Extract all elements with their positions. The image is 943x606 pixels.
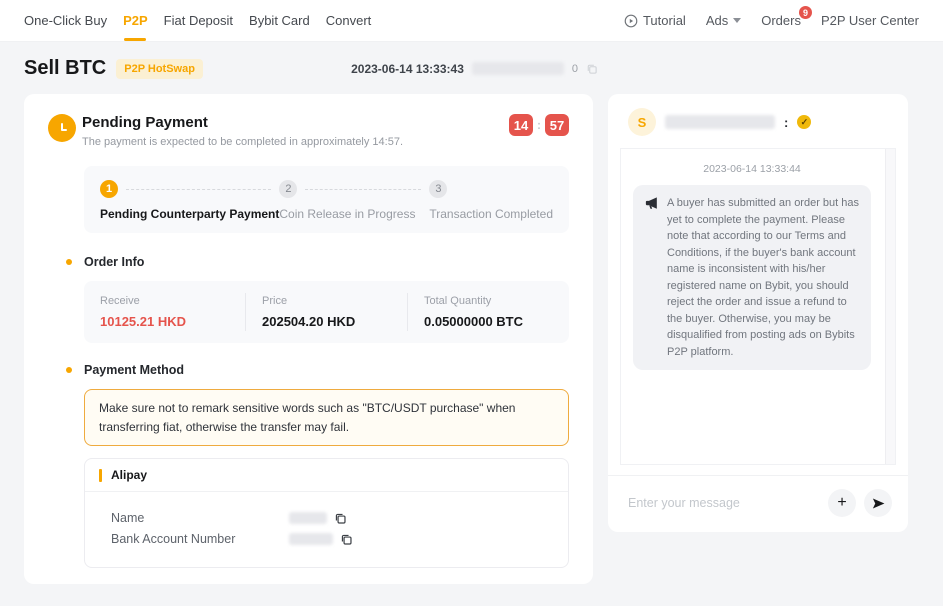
attach-plus-button[interactable]: + — [828, 489, 856, 517]
copy-name-icon[interactable] — [334, 512, 347, 525]
order-created-time: 2023-06-14 13:33:43 — [351, 61, 464, 76]
system-message-text: A buyer has submitted an order but has y… — [667, 197, 860, 358]
step-3-circle: 3 — [429, 180, 448, 198]
nav-tab-p2p[interactable]: P2P — [123, 0, 148, 41]
order-info-box: Receive 10125.21 HKD Price 202504.20 HKD… — [84, 281, 569, 343]
total-quantity-label: Total Quantity — [424, 295, 492, 307]
payment-method-name: Alipay — [111, 468, 148, 483]
step-transaction-completed: 3 Transaction Completed — [429, 180, 553, 221]
chat-panel: S : ✓ 2023-06-14 13:33:44 A buyer has su… — [608, 94, 908, 532]
gold-bullet-icon — [66, 259, 72, 265]
play-circle-icon — [624, 14, 638, 28]
step-3-label: Transaction Completed — [429, 207, 553, 221]
copy-bank-account-icon[interactable] — [340, 533, 353, 546]
order-meta: 2023-06-14 13:33:43 0 — [351, 62, 598, 76]
step-connector — [305, 188, 422, 190]
counterparty-name-suffix: : — [784, 114, 789, 130]
price-value: 202504.20 HKD — [262, 314, 356, 329]
chat-input-row: + — [608, 475, 908, 532]
chat-scrollbar[interactable] — [885, 149, 895, 464]
countdown-timer: 14 : 57 — [509, 114, 569, 136]
send-message-button[interactable] — [864, 489, 892, 517]
total-quantity-value: 0.05000000 BTC — [424, 314, 524, 329]
gold-bullet-icon — [66, 367, 72, 373]
counterparty-name-redacted — [665, 115, 775, 129]
payment-field-row: Name — [111, 511, 554, 525]
pending-clock-icon — [48, 114, 76, 142]
order-info-price: Price 202504.20 HKD — [245, 293, 407, 331]
content-columns: Pending Payment The payment is expected … — [0, 94, 943, 584]
system-message-bubble: A buyer has submitted an order but has y… — [633, 185, 871, 370]
timer-minutes: 14 — [509, 114, 533, 136]
step-1-label: Pending Counterparty Payment — [100, 207, 280, 221]
remark-warning-text: Make sure not to remark sensitive words … — [99, 401, 516, 434]
order-number-redacted — [471, 62, 564, 75]
payment-method-heading: Payment Method — [84, 363, 185, 377]
alipay-payment-box: Alipay Name Bank Account Number — [84, 458, 569, 569]
timer-colon: : — [537, 118, 541, 132]
tutorial-label: Tutorial — [642, 13, 686, 28]
orders-link[interactable]: Orders 9 — [761, 6, 812, 28]
bank-account-number-label: Bank Account Number — [111, 532, 236, 547]
step-coin-release: 2 Coin Release in Progress — [279, 180, 429, 221]
remark-warning-box: Make sure not to remark sensitive words … — [84, 389, 569, 447]
ads-label: Ads — [705, 13, 729, 28]
order-panel: Pending Payment The payment is expected … — [24, 94, 593, 584]
alipay-details: Name Bank Account Number — [85, 492, 568, 567]
user-center-label: P2P User Center — [820, 13, 919, 28]
page-header: Sell BTC P2P HotSwap 2023-06-14 13:33:43… — [0, 42, 943, 94]
status-subtitle: The payment is expected to be completed … — [82, 136, 404, 148]
orders-label: Orders — [761, 13, 801, 28]
megaphone-icon — [645, 196, 659, 360]
chevron-down-icon — [733, 18, 742, 23]
order-progress-steps: 1 Pending Counterparty Payment 2 Coin Re… — [84, 166, 569, 233]
order-info-heading: Order Info — [84, 255, 145, 269]
payment-method-heading-row: Payment Method — [48, 363, 569, 377]
payment-field-row: Bank Account Number — [111, 532, 554, 546]
gold-accent-bar — [99, 468, 102, 482]
order-info-heading-row: Order Info — [66, 255, 569, 269]
chat-message-area: 2023-06-14 13:33:44 A buyer has submitte… — [620, 148, 896, 465]
receive-label: Receive — [100, 295, 140, 307]
ads-menu[interactable]: Ads — [705, 13, 742, 28]
counterparty-avatar: S — [628, 108, 656, 136]
order-info-total-quantity: Total Quantity 0.05000000 BTC — [407, 293, 569, 331]
timer-seconds: 57 — [545, 114, 569, 136]
verified-badge-icon: ✓ — [797, 115, 812, 129]
step-1-circle: 1 — [100, 180, 118, 198]
nav-tab-bybit-card[interactable]: Bybit Card — [249, 13, 310, 28]
status-texts: Pending Payment The payment is expected … — [82, 114, 403, 148]
top-navigation: One-Click Buy P2P Fiat Deposit Bybit Car… — [0, 0, 943, 42]
order-status-header: Pending Payment The payment is expected … — [48, 114, 569, 148]
receive-value: 10125.21 HKD — [100, 314, 186, 329]
status-title: Pending Payment — [82, 114, 208, 131]
step-2-label: Coin Release in Progress — [279, 207, 416, 221]
nav-tab-one-click-buy[interactable]: One-Click Buy — [24, 13, 108, 28]
chat-header: S : ✓ — [608, 94, 908, 148]
step-connector — [126, 188, 272, 190]
nav-utility-links: Tutorial Ads Orders 9 P2P User Center — [624, 6, 919, 28]
alipay-header: Alipay — [85, 459, 568, 493]
orders-count-badge: 9 — [798, 6, 812, 19]
page-title: Sell BTC — [24, 57, 107, 79]
tutorial-link[interactable]: Tutorial — [624, 13, 686, 28]
order-number-suffix: 0 — [571, 62, 578, 75]
chat-message-input[interactable] — [628, 496, 820, 510]
name-label: Name — [111, 511, 145, 526]
nav-tab-fiat-deposit[interactable]: Fiat Deposit — [163, 13, 234, 28]
nav-tab-convert[interactable]: Convert — [325, 13, 372, 28]
send-icon — [871, 496, 886, 511]
chat-message-time: 2023-06-14 13:33:44 — [703, 163, 801, 175]
name-value-redacted — [289, 512, 327, 525]
step-pending-payment: 1 Pending Counterparty Payment — [100, 180, 279, 221]
step-2-circle: 2 — [279, 180, 298, 198]
p2p-user-center-link[interactable]: P2P User Center — [821, 13, 919, 28]
bank-account-value-redacted — [289, 533, 333, 546]
order-info-receive: Receive 10125.21 HKD — [84, 293, 245, 331]
p2p-hotswap-badge: P2P HotSwap — [116, 58, 203, 79]
price-label: Price — [262, 295, 288, 307]
nav-tabs: One-Click Buy P2P Fiat Deposit Bybit Car… — [24, 0, 371, 41]
copy-order-number-icon[interactable] — [586, 63, 598, 75]
